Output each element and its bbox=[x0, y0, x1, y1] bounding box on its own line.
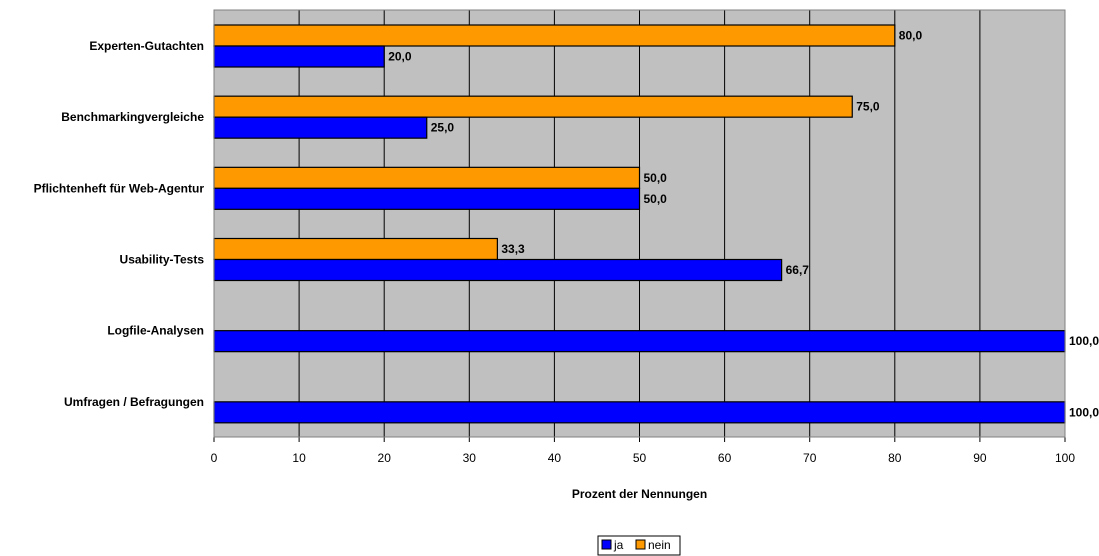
data-label-nein: 33,3 bbox=[501, 242, 525, 256]
x-tick-label: 20 bbox=[378, 451, 392, 465]
bar-ja bbox=[213, 401, 1066, 424]
data-label-ja: 66,7 bbox=[786, 263, 810, 277]
data-label-ja: 25,0 bbox=[431, 121, 455, 135]
data-label-ja: 100,0 bbox=[1069, 405, 1099, 419]
bar-ja bbox=[213, 258, 783, 282]
legend: ja nein bbox=[597, 535, 681, 556]
x-axis-title: Prozent der Nennungen bbox=[572, 487, 707, 501]
legend-label-nein: nein bbox=[648, 538, 671, 552]
data-label-ja: 20,0 bbox=[388, 50, 412, 64]
x-tick-label: 10 bbox=[292, 451, 306, 465]
bar-ja bbox=[213, 187, 641, 210]
x-axis-ticks: 0 10 20 30 40 50 60 70 80 90 100 bbox=[211, 437, 1075, 465]
data-label-nein: 80,0 bbox=[899, 29, 923, 43]
x-tick-label: 90 bbox=[973, 451, 987, 465]
data-label-ja: 50,0 bbox=[644, 192, 668, 206]
bar-nein bbox=[213, 166, 641, 189]
x-tick-label: 80 bbox=[888, 451, 902, 465]
category-label: Benchmarkingvergleiche bbox=[61, 110, 204, 124]
x-tick-label: 0 bbox=[211, 451, 218, 465]
x-tick-label: 70 bbox=[803, 451, 817, 465]
category-label: Pflichtenheft für Web-Agentur bbox=[34, 181, 205, 195]
data-label-nein: 50,0 bbox=[644, 171, 668, 185]
bar-nein bbox=[213, 237, 498, 261]
category-label: Umfragen / Befragungen bbox=[64, 395, 204, 409]
x-tick-label: 100 bbox=[1055, 451, 1075, 465]
legend-label-ja: ja bbox=[613, 538, 624, 552]
x-tick-label: 60 bbox=[718, 451, 732, 465]
category-labels: Experten-Gutachten Benchmarkingvergleiche… bbox=[34, 39, 205, 409]
x-tick-label: 50 bbox=[633, 451, 647, 465]
x-tick-label: 30 bbox=[463, 451, 477, 465]
gridlines bbox=[298, 10, 981, 437]
legend-swatch-ja bbox=[601, 539, 612, 550]
legend-swatch-nein bbox=[635, 539, 646, 550]
data-labels: 80,0 20,0 75,0 25,0 50,0 50,0 33,3 66,7 100,0 100… bbox=[388, 29, 1099, 420]
category-label: Logfile-Analysen bbox=[107, 324, 204, 338]
category-label: Usability-Tests bbox=[120, 253, 205, 267]
plot-border bbox=[213, 9, 1066, 438]
data-label-ja: 100,0 bbox=[1069, 334, 1099, 348]
data-label-nein: 75,0 bbox=[856, 100, 880, 114]
x-tick-label: 40 bbox=[548, 451, 562, 465]
bar-nein bbox=[213, 24, 896, 47]
bar-ja bbox=[213, 116, 428, 139]
bar-ja bbox=[213, 45, 385, 68]
category-label: Experten-Gutachten bbox=[89, 39, 204, 53]
bar-nein bbox=[213, 95, 853, 118]
bar-ja bbox=[213, 330, 1066, 353]
